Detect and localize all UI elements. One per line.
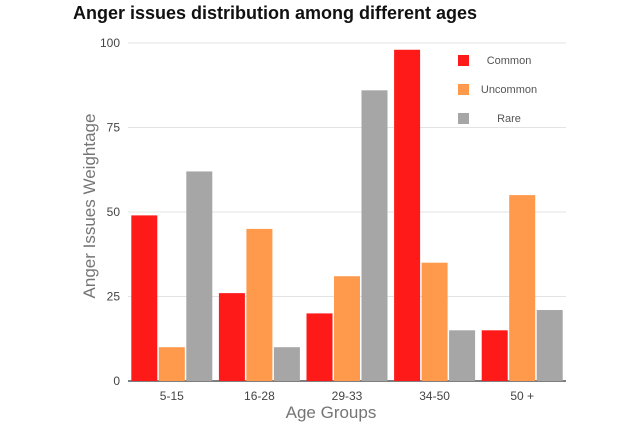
bar bbox=[361, 90, 388, 381]
bar bbox=[131, 215, 158, 381]
y-tick-label: 25 bbox=[107, 290, 121, 304]
x-tick-label: 16-28 bbox=[244, 389, 275, 403]
bars bbox=[131, 49, 563, 381]
bar bbox=[306, 313, 333, 381]
y-axis-title: Anger Issues Weightage bbox=[80, 114, 99, 299]
bar bbox=[158, 347, 185, 381]
bar bbox=[246, 228, 273, 381]
bar bbox=[421, 262, 448, 381]
y-tick-label: 50 bbox=[107, 205, 121, 219]
legend-label: Rare bbox=[497, 113, 521, 125]
y-tick-label: 75 bbox=[107, 121, 121, 135]
bar bbox=[509, 195, 536, 381]
legend-label: Common bbox=[487, 55, 532, 67]
bar bbox=[273, 347, 300, 381]
bar bbox=[536, 310, 563, 381]
legend-swatch bbox=[458, 84, 469, 95]
x-tick-label: 5-15 bbox=[160, 389, 184, 403]
bar bbox=[394, 49, 421, 381]
bar bbox=[449, 330, 476, 381]
x-tick-label: 50 + bbox=[510, 389, 534, 403]
bar bbox=[218, 293, 245, 381]
bar bbox=[481, 330, 508, 381]
x-axis-title: Age Groups bbox=[286, 403, 377, 422]
legend-swatch bbox=[458, 113, 469, 124]
x-tick-label: 29-33 bbox=[332, 389, 363, 403]
x-tick-label: 34-50 bbox=[419, 389, 450, 403]
tick-labels: 0 25 50 75 100 5-15 16-28 29-33 34-50 50 + bbox=[100, 36, 534, 403]
bar bbox=[334, 276, 360, 381]
legend: Common Uncommon Rare bbox=[458, 55, 537, 125]
y-tick-label: 0 bbox=[113, 374, 120, 388]
y-tick-label: 100 bbox=[100, 36, 120, 50]
legend-swatch bbox=[458, 55, 469, 66]
legend-label: Uncommon bbox=[481, 84, 537, 96]
chart-title: Anger issues distribution among differen… bbox=[73, 3, 478, 23]
bar bbox=[186, 171, 213, 381]
